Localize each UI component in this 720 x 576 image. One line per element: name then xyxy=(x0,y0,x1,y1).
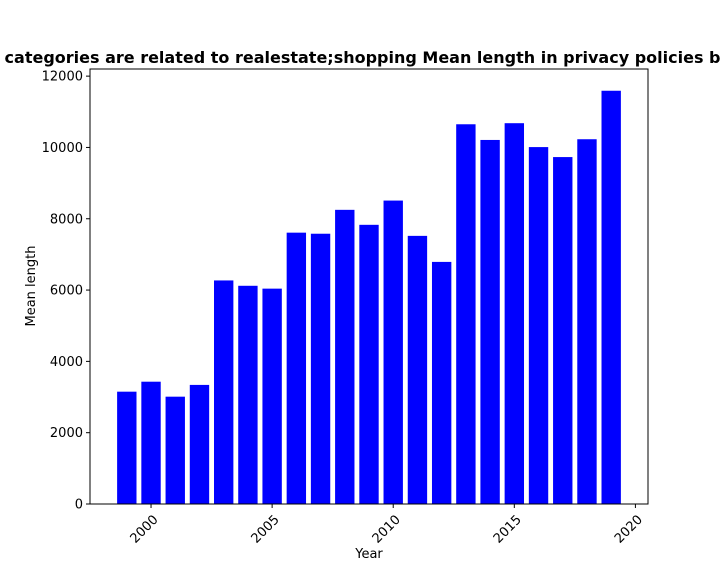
bar-2014 xyxy=(480,139,500,504)
y-tick-label: 6000 xyxy=(50,284,83,299)
bar-2016 xyxy=(528,147,549,504)
x-tick-label: 2015 xyxy=(491,513,525,547)
x-tick-label: 2005 xyxy=(249,513,283,547)
bar-1999 xyxy=(117,391,137,504)
y-tick-label: 8000 xyxy=(50,212,83,227)
bar-2010 xyxy=(383,200,403,504)
bar-2011 xyxy=(407,235,428,504)
bar-2013 xyxy=(456,124,476,505)
y-axis: 0 2000 4000 6000 8000 10000 12000 xyxy=(42,70,90,513)
chart-title: Which categories are related to realesta… xyxy=(0,48,720,67)
bar-2003 xyxy=(214,280,234,504)
bar-2002 xyxy=(189,384,210,504)
x-axis-label: Year xyxy=(354,547,383,562)
bar-2005 xyxy=(262,288,282,504)
bar-2015 xyxy=(504,123,525,504)
bar-2009 xyxy=(359,224,379,504)
bar-2004 xyxy=(238,285,258,504)
y-tick-label: 2000 xyxy=(50,426,83,441)
x-tick-label: 2010 xyxy=(370,513,404,547)
bar-2012 xyxy=(431,261,452,504)
bars-group xyxy=(117,90,621,505)
bar-2006 xyxy=(286,232,307,504)
y-axis-label: Mean length xyxy=(24,246,39,327)
bar-2017 xyxy=(553,157,573,504)
y-tick-label: 0 xyxy=(75,498,83,513)
y-tick-label: 10000 xyxy=(42,141,83,156)
plot-area-frame xyxy=(89,68,649,505)
bar-2001 xyxy=(165,396,185,504)
y-tick-label: 12000 xyxy=(42,70,83,85)
bar-2000 xyxy=(141,381,161,504)
bar-2018 xyxy=(577,139,597,505)
bar-2008 xyxy=(335,209,355,504)
x-axis: 2000 2005 2010 2015 2020 xyxy=(128,504,646,547)
x-tick-label: 2020 xyxy=(612,513,646,547)
x-tick-label: 2000 xyxy=(128,513,162,547)
bar-2019 xyxy=(601,90,621,504)
bar-2007 xyxy=(310,233,331,505)
y-tick-label: 4000 xyxy=(50,355,83,370)
